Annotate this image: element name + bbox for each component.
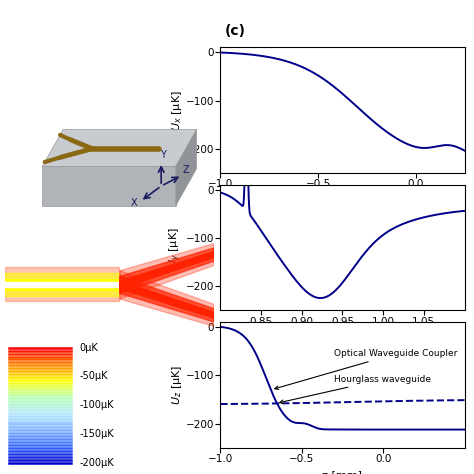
Polygon shape (42, 166, 176, 206)
Text: (c): (c) (225, 24, 246, 38)
Y-axis label: $U_z$ [μK]: $U_z$ [μK] (170, 365, 184, 405)
Text: X: X (131, 198, 137, 208)
Text: -150μK: -150μK (80, 429, 114, 439)
Text: -200μK: -200μK (80, 458, 114, 468)
Y-axis label: $U_y$ [μK]: $U_y$ [μK] (168, 228, 184, 268)
X-axis label: y [μm]: y [μm] (324, 332, 361, 342)
Text: Y: Y (160, 150, 166, 160)
Polygon shape (176, 129, 197, 206)
Text: -50μK: -50μK (80, 372, 109, 382)
Y-axis label: $U_x$ [μK]: $U_x$ [μK] (170, 90, 184, 130)
Text: Optical Waveguide Coupler: Optical Waveguide Coupler (275, 349, 458, 390)
Text: -100μK: -100μK (80, 400, 114, 410)
Text: Hourglass waveguide: Hourglass waveguide (280, 375, 431, 403)
Text: Z: Z (183, 165, 190, 175)
Polygon shape (42, 129, 197, 166)
X-axis label: x [μm]: x [μm] (324, 195, 361, 205)
Text: 0μK: 0μK (80, 343, 99, 353)
X-axis label: z [mm]: z [mm] (322, 470, 363, 474)
